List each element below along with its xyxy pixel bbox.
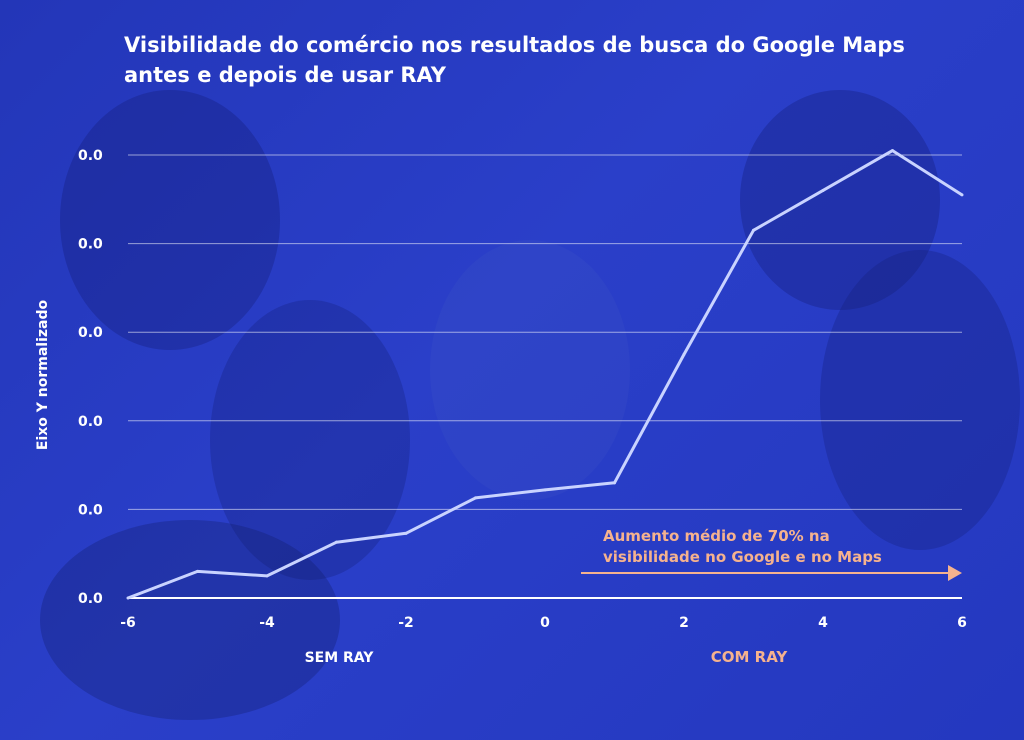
- data-point: [960, 193, 964, 197]
- data-point: [196, 569, 199, 573]
- chart-title: Visibilidade do comércio nos resultados …: [124, 30, 984, 90]
- annotation-line1: Aumento médio de 70% na: [603, 527, 830, 545]
- series-line: [127, 149, 963, 600]
- background-photo-shape: [820, 250, 1020, 550]
- y-tick-label: 0.0: [78, 325, 103, 341]
- y-tick-labels: 0.0 0.0 0.0 0.0 0.0 0.0: [78, 148, 103, 607]
- chart-title-line2: antes e depois de usar RAY: [124, 63, 447, 87]
- background-photo-shape: [210, 300, 410, 580]
- y-axis-title: Eixo Y normalizado: [35, 299, 51, 450]
- background-photo-shape: [40, 520, 340, 720]
- x-tick-label: -2: [398, 615, 414, 631]
- chart-title-line1: Visibilidade do comércio nos resultados …: [124, 33, 905, 57]
- data-point: [821, 188, 825, 192]
- x-tick-labels: -6 -4 -2 0 2 4 6: [120, 615, 967, 631]
- y-tick-label: 0.0: [78, 148, 103, 164]
- y-tick-label: 0.0: [78, 591, 103, 607]
- data-points: [126, 149, 964, 600]
- background-photo-shape: [740, 90, 940, 310]
- data-point: [126, 596, 130, 600]
- data-point: [474, 496, 477, 500]
- x-tick-label: -6: [120, 615, 136, 631]
- data-point: [613, 481, 616, 485]
- x-tick-label: 2: [679, 615, 689, 631]
- y-tick-label: 0.0: [78, 414, 103, 430]
- x-tick-label: 0: [540, 615, 550, 631]
- data-point: [265, 574, 269, 578]
- annotation-arrow-head: [948, 565, 962, 581]
- group-label-after: COM RAY: [711, 648, 789, 666]
- annotation-line2: visibilidade no Google e no Maps: [603, 548, 882, 566]
- x-tick-label: 6: [957, 615, 967, 631]
- data-point: [891, 149, 894, 153]
- data-point: [335, 540, 338, 544]
- x-tick-label: 4: [818, 615, 828, 631]
- background-photo-shape: [430, 240, 630, 500]
- x-tick-label: -4: [259, 615, 275, 631]
- data-point: [404, 531, 408, 535]
- data-point: [543, 488, 547, 492]
- grid-lines: [128, 154, 962, 599]
- data-point: [752, 228, 755, 232]
- background-photo-shape: [60, 90, 280, 350]
- data-point: [682, 352, 686, 356]
- group-label-before: SEM RAY: [305, 650, 375, 666]
- y-tick-label: 0.0: [78, 237, 103, 253]
- y-tick-label: 0.0: [78, 502, 103, 518]
